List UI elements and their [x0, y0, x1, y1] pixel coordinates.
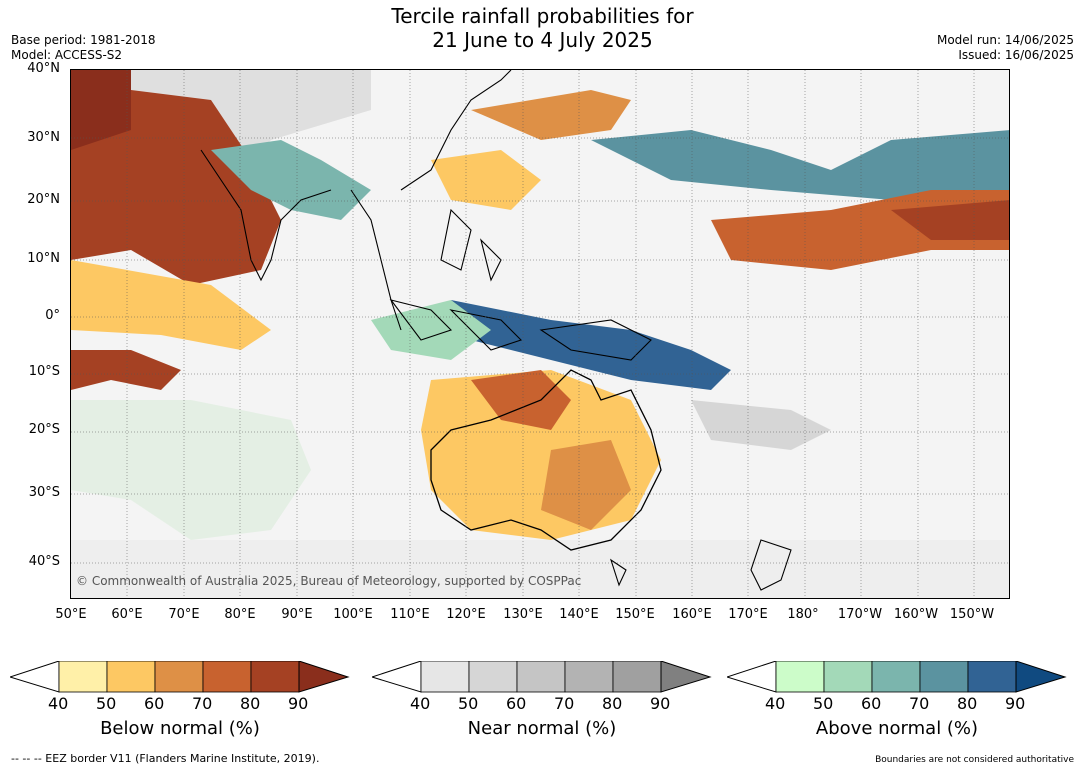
tick-near-70: 70 [554, 694, 575, 713]
colorbar-above-50-60 [823, 661, 873, 693]
colorbar-above [727, 661, 1067, 693]
lat-label-30n: 30°N [27, 130, 60, 145]
colorbar-near-80-90 [612, 661, 662, 693]
eez-border-note: -- -- -- EEZ border V11 (Flanders Marine… [11, 752, 320, 765]
lon-label-160e: 160°E [672, 607, 712, 622]
colorbar-near-70-80 [564, 661, 614, 693]
legend-near-normal: 40 50 60 70 80 90 Near normal (%) [372, 661, 712, 739]
base-period-text: Base period: 1981-2018 [11, 33, 156, 47]
issued-text: Issued: 16/06/2025 [958, 48, 1074, 62]
legend-above-normal: 40 50 60 70 80 90 Above normal (%) [727, 661, 1067, 739]
tick-below-70: 70 [192, 694, 213, 713]
lon-label-60e: 60°E [111, 607, 143, 622]
tick-above-90: 90 [1005, 694, 1026, 713]
lon-label-170e: 170°E [728, 607, 768, 622]
legend-title-near: Near normal (%) [467, 718, 617, 739]
tick-above-80: 80 [957, 694, 978, 713]
lon-label-100e: 100°E [333, 607, 373, 622]
lon-label-140e: 140°E [559, 607, 599, 622]
colorbar-above-60-70 [871, 661, 921, 693]
lon-label-150e: 150°E [615, 607, 655, 622]
colorbar-near-40-50 [420, 661, 470, 693]
colorbar-below-40-50 [58, 661, 108, 693]
colorbar-below-60-70 [154, 661, 204, 693]
lat-label-20n: 20°N [27, 192, 60, 207]
lon-label-80e: 80°E [224, 607, 256, 622]
metadata-left: Base period: 1981-2018 Model: ACCESS-S2 [11, 33, 156, 63]
tick-near-80: 80 [602, 694, 623, 713]
tick-near-50: 50 [458, 694, 479, 713]
tick-below-40: 40 [48, 694, 69, 713]
legend-title-above: Above normal (%) [815, 718, 979, 739]
lon-label-110e: 110°E [390, 607, 430, 622]
legend-below-normal: 40 50 60 70 80 90 Below normal (%) [10, 661, 350, 739]
map-title: Tercile rainfall probabilities for 21 Ju… [0, 4, 1085, 52]
colorbar-below-80-90 [250, 661, 300, 693]
lon-label-50e: 50°E [55, 607, 87, 622]
lon-label-120e: 120°E [446, 607, 486, 622]
colorbar-above-70-80 [919, 661, 969, 693]
tick-below-80: 80 [240, 694, 261, 713]
lat-label-40s: 40°S [28, 554, 60, 569]
lon-label-170w: 170°W [837, 607, 883, 622]
lat-label-20s: 20°S [28, 422, 60, 437]
tick-near-90: 90 [650, 694, 671, 713]
boundaries-disclaimer: Boundaries are not considered authoritat… [875, 755, 1074, 765]
lon-label-90e: 90°E [281, 607, 313, 622]
lon-label-150w: 150°W [949, 607, 995, 622]
colorbar-below-70-80 [202, 661, 252, 693]
metadata-right: Model run: 14/06/2025 Issued: 16/06/2025 [937, 33, 1074, 63]
lat-label-40n: 40°N [27, 61, 60, 76]
lon-label-70e: 70°E [168, 607, 200, 622]
lat-label-10s: 10°S [28, 364, 60, 379]
colorbar-above-40-50 [775, 661, 825, 693]
colorbar-near-60-70 [516, 661, 566, 693]
lat-label-30s: 30°S [28, 485, 60, 500]
title-line-2: 21 June to 4 July 2025 [432, 28, 653, 52]
lon-label-180: 180° [787, 607, 819, 622]
lat-label-10n: 10°N [27, 251, 60, 266]
legend-title-below: Below normal (%) [100, 718, 260, 739]
colorbar-above-80-90 [967, 661, 1017, 693]
model-run-text: Model run: 14/06/2025 [936, 33, 1074, 47]
tick-near-60: 60 [506, 694, 527, 713]
tick-above-40: 40 [765, 694, 786, 713]
tick-above-70: 70 [909, 694, 930, 713]
tick-below-60: 60 [144, 694, 165, 713]
map-canvas [71, 70, 1009, 598]
model-text: Model: ACCESS-S2 [11, 48, 123, 62]
tick-below-50: 50 [96, 694, 117, 713]
title-line-1: Tercile rainfall probabilities for [391, 4, 694, 28]
lon-label-160w: 160°W [893, 607, 939, 622]
lat-label-0: 0° [45, 308, 60, 323]
tick-near-40: 40 [410, 694, 431, 713]
tick-above-60: 60 [861, 694, 882, 713]
lon-label-130e: 130°E [503, 607, 543, 622]
copyright-text: © Commonwealth of Australia 2025, Bureau… [76, 574, 582, 588]
tick-below-90: 90 [288, 694, 309, 713]
colorbar-below-50-60 [106, 661, 156, 693]
colorbar-below [10, 661, 350, 693]
tick-above-50: 50 [813, 694, 834, 713]
colorbar-near-50-60 [468, 661, 518, 693]
colorbar-near [372, 661, 712, 693]
rainfall-map [70, 69, 1010, 599]
